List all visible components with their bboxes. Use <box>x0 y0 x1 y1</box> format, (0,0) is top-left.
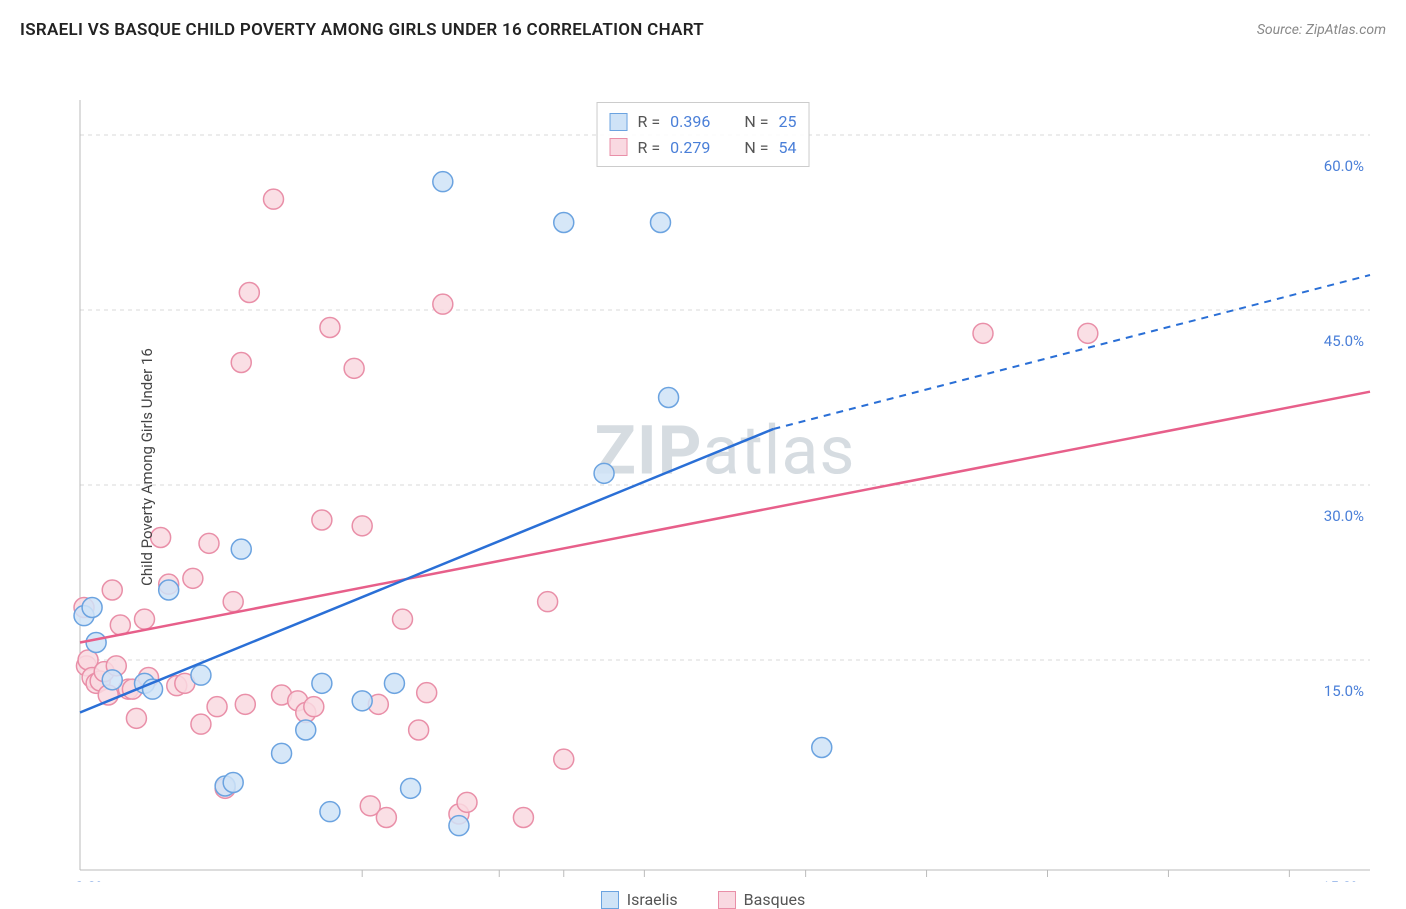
r-value-basques: 0.279 <box>670 135 710 161</box>
legend-item-israelis: Israelis <box>601 890 678 909</box>
source-attribution: Source: ZipAtlas.com <box>1257 22 1386 38</box>
legend-swatch-basques <box>718 891 736 909</box>
y-axis-title: Child Poverty Among Girls Under 16 <box>138 348 156 586</box>
r-label: R = <box>638 109 661 135</box>
stats-row-basques: R = 0.279 N = 54 <box>610 135 797 161</box>
svg-text:45.0%: 45.0% <box>1324 332 1364 350</box>
r-value-israelis: 0.396 <box>670 109 710 135</box>
n-label: N = <box>744 135 768 161</box>
svg-text:30.0%: 30.0% <box>1324 507 1364 525</box>
n-label: N = <box>744 109 768 135</box>
svg-text:15.0%: 15.0% <box>1324 682 1364 700</box>
legend-item-basques: Basques <box>718 890 806 909</box>
svg-text:60.0%: 60.0% <box>1324 157 1364 175</box>
svg-text:ZIPatlas: ZIPatlas <box>595 410 856 490</box>
legend-label-basques: Basques <box>744 890 806 909</box>
stats-row-israelis: R = 0.396 N = 25 <box>610 109 797 135</box>
svg-text:15.0%: 15.0% <box>1322 878 1362 882</box>
scatter-chart: 15.0% 30.0% 45.0% 60.0% 0.0% 15.0% ZIPatlas <box>20 52 1386 882</box>
n-value-basques: 54 <box>778 135 796 161</box>
legend-swatch-israelis <box>601 891 619 909</box>
correlation-stats-box: R = 0.396 N = 25 R = 0.279 N = 54 <box>597 102 810 167</box>
n-value-israelis: 25 <box>778 109 796 135</box>
swatch-basques <box>610 138 628 156</box>
legend-label-israelis: Israelis <box>627 890 678 909</box>
swatch-israelis <box>610 113 628 131</box>
chart-title: ISRAELI VS BASQUE CHILD POVERTY AMONG GI… <box>20 20 704 40</box>
r-label: R = <box>638 135 661 161</box>
legend: Israelis Basques <box>0 890 1406 909</box>
chart-container: Child Poverty Among Girls Under 16 15.0%… <box>20 52 1386 882</box>
svg-text:0.0%: 0.0% <box>75 878 107 882</box>
